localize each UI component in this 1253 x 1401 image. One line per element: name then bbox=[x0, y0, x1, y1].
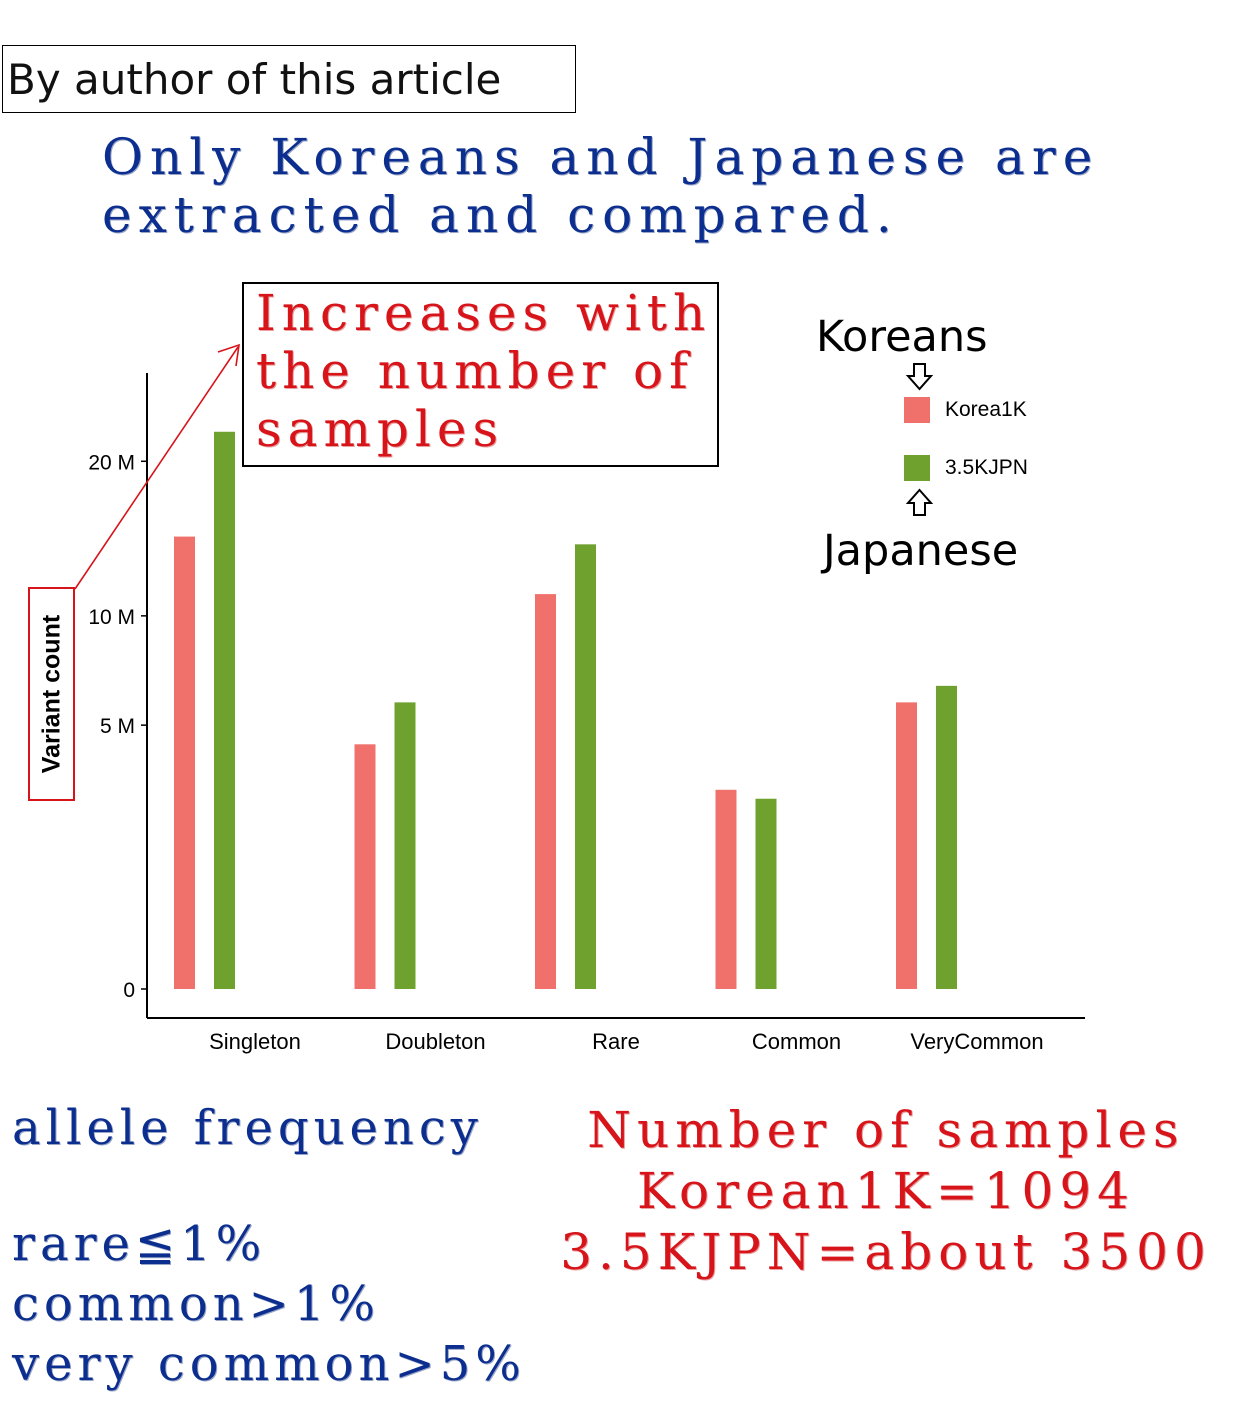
x-tick-label: VeryCommon bbox=[910, 1029, 1043, 1054]
legend-swatch-korea bbox=[904, 397, 930, 423]
y-tick-label: 20 M bbox=[88, 451, 135, 474]
bar-35kjpn-verycommon bbox=[936, 685, 957, 989]
y-tick-label: 5 M bbox=[100, 715, 135, 738]
callout-arrow bbox=[74, 343, 240, 590]
y-axis-label: Variant count bbox=[37, 614, 65, 774]
bar-35kjpn-rare bbox=[575, 544, 596, 989]
headline: Only Koreans and Japanese are extracted … bbox=[102, 128, 1099, 244]
bar-korea1k-verycommon bbox=[896, 702, 917, 989]
y-tick-label: 10 M bbox=[88, 606, 135, 629]
freq-title: allele frequency bbox=[12, 1100, 483, 1156]
freq-line-common: common>1% bbox=[12, 1276, 380, 1332]
x-tick-label: Rare bbox=[592, 1029, 640, 1054]
bar-35kjpn-common bbox=[755, 798, 777, 989]
legend-swatch-jpn bbox=[904, 455, 930, 481]
sample-count-notes: Number of samples Korean1K=1094 3.5KJPN=… bbox=[536, 1100, 1236, 1283]
chart-x-labels: Singleton Doubleton Rare Common VeryCommon bbox=[209, 1029, 1044, 1054]
freq-line-rare: rare≦1% bbox=[12, 1216, 267, 1272]
legend-annotation-japanese: Japanese bbox=[823, 526, 1019, 576]
callout-box: Increases with the number of samples bbox=[242, 282, 719, 467]
allele-frequency-notes: allele frequency rare≦1% common>1% very … bbox=[12, 1098, 526, 1394]
bar-35kjpn-singleton bbox=[214, 431, 235, 989]
bar-35kjpn-doubleton bbox=[394, 702, 416, 989]
bar-korea1k-singleton bbox=[174, 536, 195, 989]
bar-korea1k-rare bbox=[535, 594, 556, 989]
freq-line-very-common: very common>5% bbox=[12, 1336, 526, 1392]
legend-label-korea: Korea1K bbox=[945, 398, 1027, 421]
headline-line-2: extracted and compared. bbox=[102, 186, 899, 244]
credit-label: By author of this article bbox=[2, 45, 576, 113]
y-axis-label-box: Variant count bbox=[28, 587, 75, 801]
legend-annotation-koreans: Koreans bbox=[816, 312, 988, 362]
arrow-down-icon bbox=[905, 363, 934, 391]
callout-line-3: samples bbox=[256, 400, 505, 458]
headline-line-1: Only Koreans and Japanese are bbox=[102, 128, 1100, 186]
y-tick-label: 0 bbox=[123, 979, 135, 1002]
bar-korea1k-doubleton bbox=[354, 744, 376, 989]
bar-korea1k-common bbox=[715, 789, 737, 989]
legend-label-jpn: 3.5KJPN bbox=[945, 456, 1028, 479]
samples-title: Number of samples bbox=[587, 1101, 1185, 1159]
callout-line-2: the number of bbox=[256, 342, 694, 400]
x-tick-label: Common bbox=[752, 1029, 841, 1054]
chart-ticks: 0 5 M 10 M 20 M bbox=[88, 451, 147, 1002]
x-tick-label: Doubleton bbox=[385, 1029, 485, 1054]
chart-bars bbox=[174, 431, 957, 989]
arrow-up-icon bbox=[905, 488, 934, 516]
callout-line-1: Increases with bbox=[256, 284, 712, 342]
x-tick-label: Singleton bbox=[209, 1029, 301, 1054]
chart-axes bbox=[146, 373, 1085, 1019]
samples-korean: Korean1K=1094 bbox=[637, 1162, 1135, 1220]
samples-jpn: 3.5KJPN=about 3500 bbox=[560, 1223, 1212, 1281]
